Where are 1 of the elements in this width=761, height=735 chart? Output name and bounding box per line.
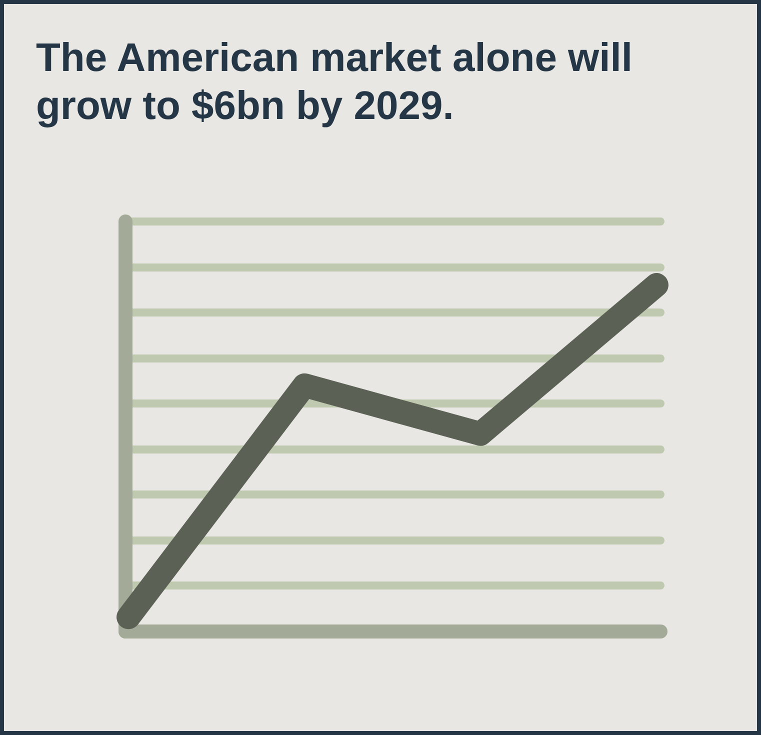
chart-title: The American market alone will grow to $6bn by 2029. (36, 35, 634, 130)
